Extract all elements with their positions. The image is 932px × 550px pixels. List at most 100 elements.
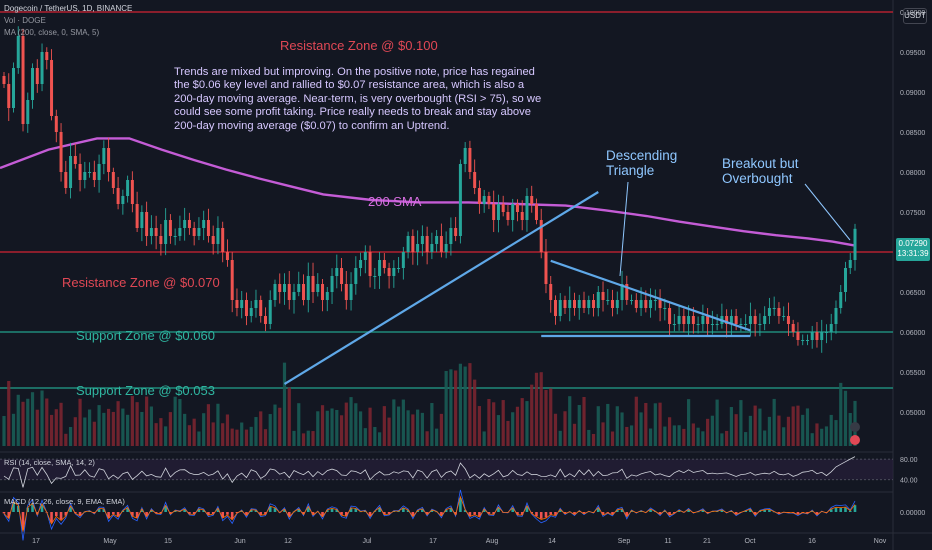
macd-hist-16 bbox=[78, 512, 82, 516]
volume-bar-160 bbox=[763, 430, 767, 446]
volume-bar-157 bbox=[748, 415, 753, 446]
y-tick-10: 0.05000 bbox=[900, 410, 925, 417]
volume-bar-27 bbox=[130, 396, 134, 446]
candle-body-23 bbox=[111, 172, 115, 188]
macd-hist-84 bbox=[402, 508, 405, 512]
macd-hist-159 bbox=[758, 510, 762, 512]
candle-body-147 bbox=[701, 316, 705, 324]
macd-hist-40 bbox=[192, 512, 196, 515]
candle-body-91 bbox=[435, 236, 439, 244]
candle-body-165 bbox=[786, 316, 790, 324]
volume-bar-95 bbox=[454, 370, 458, 446]
candle-body-178 bbox=[848, 260, 852, 268]
candle-body-128 bbox=[611, 300, 615, 308]
macd-hist-8 bbox=[40, 504, 44, 512]
candle-body-144 bbox=[687, 316, 691, 324]
volume-bar-53 bbox=[254, 417, 258, 446]
macd-hist-29 bbox=[140, 509, 144, 512]
volume-bar-100 bbox=[477, 406, 482, 446]
macd-hist-38 bbox=[183, 509, 186, 512]
candle-body-73 bbox=[349, 284, 353, 300]
candle-body-83 bbox=[397, 268, 401, 269]
macd-hist-117 bbox=[558, 509, 562, 512]
candle-body-74 bbox=[354, 268, 358, 284]
volume-bar-152 bbox=[725, 430, 729, 446]
macd-hist-34 bbox=[164, 505, 167, 512]
volume-bar-16 bbox=[78, 398, 82, 446]
volume-bar-97 bbox=[463, 366, 467, 446]
candle-body-14 bbox=[69, 156, 73, 188]
volume-bar-66 bbox=[316, 411, 320, 446]
volume-bar-44 bbox=[211, 422, 215, 446]
macd-hist-31 bbox=[150, 509, 153, 512]
symbol-title: Dogecoin / TetherUS, 1D, BINANCE bbox=[4, 4, 133, 13]
volume-bar-35 bbox=[168, 412, 172, 446]
macd-hist-72 bbox=[345, 512, 348, 516]
volume-bar-43 bbox=[206, 404, 211, 446]
currency-button[interactable]: USDT bbox=[903, 8, 927, 24]
candle-body-5 bbox=[26, 100, 30, 124]
volume-bar-73 bbox=[349, 397, 353, 446]
volume-bar-39 bbox=[187, 425, 192, 446]
candle-body-20 bbox=[97, 164, 101, 180]
candle-body-134 bbox=[639, 300, 643, 308]
volume-bar-108 bbox=[515, 406, 520, 446]
candle-body-41 bbox=[197, 228, 201, 236]
macd-hist-151 bbox=[720, 510, 724, 512]
volume-bar-149 bbox=[710, 415, 714, 446]
volume-bar-123 bbox=[587, 429, 591, 446]
candle-body-28 bbox=[135, 204, 139, 228]
candle-body-116 bbox=[553, 300, 557, 316]
volume-bar-139 bbox=[663, 426, 667, 446]
macd-hist-7 bbox=[35, 512, 39, 515]
macd-hist-126 bbox=[601, 512, 605, 515]
volume-bar-81 bbox=[387, 417, 391, 446]
candle-body-89 bbox=[425, 236, 429, 252]
volume-bar-137 bbox=[653, 403, 657, 446]
volume-bar-129 bbox=[615, 406, 619, 446]
volume-bar-91 bbox=[435, 428, 439, 446]
macd-hist-163 bbox=[777, 512, 781, 514]
candle-body-3 bbox=[16, 36, 20, 68]
candle-body-11 bbox=[54, 116, 58, 132]
macd-hist-148 bbox=[706, 512, 709, 514]
candle-body-117 bbox=[558, 300, 562, 316]
candle-body-37 bbox=[178, 228, 182, 236]
x-tick-8: 14 bbox=[548, 538, 556, 545]
volume-bar-145 bbox=[691, 423, 695, 446]
macd-hist-53 bbox=[254, 510, 258, 512]
volume-bar-163 bbox=[777, 415, 781, 446]
macd-hist-158 bbox=[753, 512, 757, 515]
macd-hist-10 bbox=[50, 512, 53, 523]
macd-hist-113 bbox=[539, 512, 543, 519]
x-tick-0: 17 bbox=[32, 538, 40, 545]
volume-bar-96 bbox=[458, 363, 463, 446]
candle-body-90 bbox=[430, 244, 434, 252]
candle-body-71 bbox=[340, 268, 344, 284]
candle-body-106 bbox=[506, 212, 510, 220]
volume-bar-69 bbox=[330, 408, 334, 446]
volume-bar-138 bbox=[658, 402, 662, 446]
macd-hist-128 bbox=[611, 512, 614, 515]
x-tick-2: 15 bbox=[164, 538, 172, 545]
x-tick-14: Nov bbox=[874, 538, 887, 545]
candle-body-65 bbox=[311, 276, 315, 292]
candle-body-64 bbox=[306, 276, 310, 300]
macd-hist-35 bbox=[169, 512, 172, 514]
candle-body-70 bbox=[335, 268, 339, 276]
macd-hist-127 bbox=[606, 512, 610, 513]
volume-bar-0 bbox=[2, 416, 6, 446]
volume-bar-38 bbox=[183, 413, 187, 446]
volume-bar-155 bbox=[739, 400, 743, 446]
volume-bar-162 bbox=[772, 398, 776, 446]
macd-hist-179 bbox=[853, 505, 857, 512]
macd-hist-68 bbox=[325, 510, 329, 512]
macd-hist-103 bbox=[492, 512, 495, 515]
macd-hist-81 bbox=[387, 512, 391, 514]
macd-hist-176 bbox=[839, 507, 843, 512]
macd-hist-171 bbox=[815, 512, 819, 515]
macd-hist-108 bbox=[516, 512, 519, 515]
candle-body-80 bbox=[382, 260, 386, 268]
volume-bar-88 bbox=[420, 412, 424, 446]
